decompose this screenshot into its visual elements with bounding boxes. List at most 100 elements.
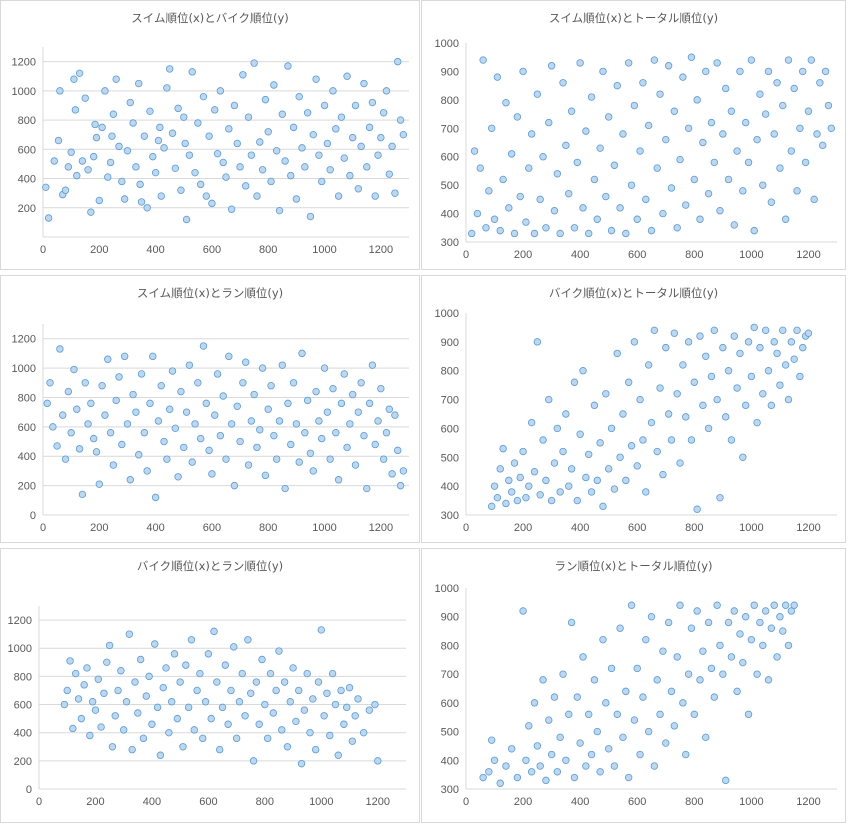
data-point [165, 65, 174, 73]
data-point [470, 147, 479, 155]
data-point [216, 87, 225, 95]
data-point [724, 367, 733, 375]
data-point [656, 710, 664, 719]
data-point [210, 627, 218, 636]
data-point [385, 170, 393, 178]
data-point [111, 712, 119, 720]
data-point [275, 206, 284, 215]
x-tick-label: 400 [571, 796, 589, 808]
data-point [770, 601, 778, 609]
data-point [233, 139, 241, 148]
data-point [227, 420, 236, 428]
data-point [753, 135, 761, 144]
data-point [613, 710, 621, 719]
data-point [283, 743, 292, 751]
chart-svg: スイム順位(x)とバイク順位(y) 200 400 600 800 1000 1200 0 20… [12, 11, 409, 256]
data-point [303, 109, 312, 117]
data-point [287, 440, 295, 449]
data-point [533, 742, 542, 750]
x-tick-label: 200 [90, 244, 108, 256]
data-point [730, 332, 738, 340]
data-point [730, 221, 738, 229]
data-point [292, 195, 301, 203]
data-point [659, 647, 667, 655]
data-point [278, 110, 287, 118]
y-tick-label: 800 [14, 671, 32, 683]
x-tick-label: 1000 [739, 796, 763, 808]
data-point [468, 229, 476, 238]
data-point [696, 215, 704, 223]
data-point [140, 429, 149, 437]
data-point [286, 698, 294, 706]
data-point [722, 776, 730, 785]
data-point [115, 142, 123, 151]
data-point [205, 446, 213, 455]
data-point [118, 177, 126, 186]
x-tick-label: 1200 [796, 796, 820, 808]
y-tick-label: 200 [18, 203, 36, 215]
data-point [479, 773, 487, 782]
data-point [750, 601, 758, 609]
data-point [565, 710, 573, 719]
data-point [790, 84, 798, 93]
data-point [284, 62, 292, 70]
data-point [205, 132, 213, 140]
data-point [664, 618, 673, 627]
chart-swim-vs-run: スイム順位(x)とラン順位(y) 0 200 400 600 800 1000 1200 0 20… [0, 275, 420, 543]
data-point [722, 413, 730, 421]
data-point [326, 455, 334, 463]
x-tick-label: 1200 [366, 796, 390, 808]
data-point [667, 184, 676, 192]
data-point [599, 67, 607, 76]
data-point [126, 476, 134, 484]
data-point [505, 476, 513, 485]
y-tick-label: 1000 [435, 308, 459, 320]
x-tick-label: 400 [143, 796, 161, 808]
data-point [487, 736, 496, 744]
data-point [664, 410, 673, 418]
data-point [213, 149, 222, 158]
data-point [309, 130, 317, 139]
data-point [233, 402, 241, 410]
data-point [647, 613, 656, 621]
data-point [74, 695, 83, 703]
data-point [562, 410, 570, 418]
data-point [44, 214, 53, 222]
data-point [759, 181, 767, 189]
data-point [496, 465, 504, 473]
data-point [343, 443, 351, 452]
data-point [281, 484, 289, 493]
data-point [295, 458, 303, 466]
data-point [167, 698, 176, 706]
data-point [487, 124, 496, 132]
data-point [78, 157, 87, 165]
data-point [204, 650, 213, 658]
data-point [781, 361, 790, 369]
data-point [556, 229, 564, 238]
data-point [348, 133, 357, 142]
data-point [684, 338, 693, 346]
x-tick-label: 200 [86, 796, 104, 808]
data-point [516, 192, 524, 201]
data-point [590, 676, 599, 684]
data-point [331, 700, 340, 709]
data-point [269, 709, 278, 717]
data-point [796, 124, 804, 132]
data-point [793, 187, 801, 195]
data-point [670, 107, 679, 115]
data-point [108, 743, 117, 751]
data-point [579, 204, 587, 212]
data-point [779, 101, 787, 110]
y-tick-label: 400 [14, 728, 32, 740]
data-point [87, 208, 95, 216]
data-point [188, 458, 196, 466]
data-point [525, 722, 533, 730]
data-point [490, 756, 499, 764]
x-tick-label: 0 [40, 522, 46, 534]
data-point [224, 720, 232, 728]
data-point [781, 601, 790, 609]
data-point [185, 361, 194, 369]
y-tick-label: 900 [441, 612, 459, 624]
data-point [239, 379, 247, 387]
y-tick-label: 400 [18, 451, 36, 463]
